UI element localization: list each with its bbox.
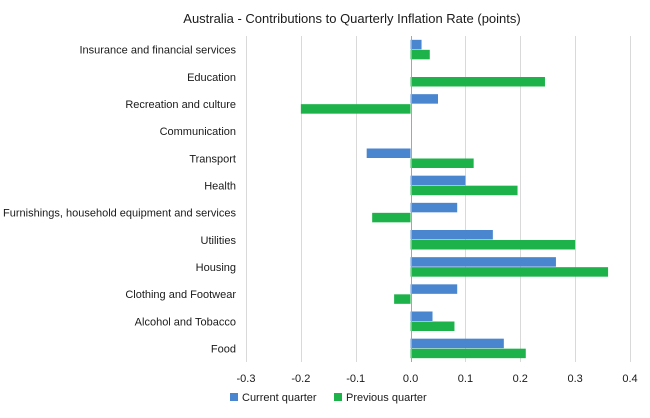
bar-previous-9 (394, 294, 411, 304)
category-label-3: Communication (160, 126, 236, 138)
category-label-6: Furnishings, household equipment and ser… (3, 208, 236, 220)
chart-title: Australia - Contributions to Quarterly I… (183, 11, 520, 26)
category-label-5: Health (204, 180, 236, 192)
x-tick-label-2: -0.1 (346, 373, 365, 385)
bar-previous-1 (410, 77, 545, 87)
category-label-1: Education (187, 72, 236, 84)
category-label-10: Alcohol and Tobacco (135, 316, 236, 328)
bar-current-8 (410, 257, 556, 267)
bar-previous-10 (410, 321, 455, 331)
bar-current-10 (410, 311, 433, 321)
legend-swatch-0 (230, 393, 238, 401)
x-tick-label-6: 0.3 (567, 373, 582, 385)
category-labels: Insurance and financial services Educatio… (3, 45, 236, 356)
x-tick-labels: -0.3 -0.2 -0.1 0.0 0.1 0.2 0.3 0.4 (237, 373, 638, 385)
bars (300, 39, 609, 359)
bar-previous-6 (372, 212, 411, 223)
x-tick-label-0: -0.3 (237, 373, 256, 385)
bar-previous-2 (300, 104, 411, 114)
bar-previous-7 (410, 240, 576, 250)
bar-current-5 (410, 175, 466, 186)
legend: Current quarter Previous quarter (230, 392, 427, 404)
bar-current-0 (410, 39, 422, 50)
bar-current-11 (410, 338, 504, 349)
bar-current-2 (410, 94, 438, 104)
bar-previous-0 (410, 49, 430, 60)
bar-current-6 (410, 202, 458, 213)
category-label-7: Utilities (201, 235, 237, 247)
legend-label-0: Current quarter (242, 392, 317, 404)
legend-label-1: Previous quarter (346, 392, 427, 404)
x-tick-label-1: -0.2 (291, 373, 310, 385)
x-tick-label-4: 0.1 (458, 373, 473, 385)
bar-current-4 (366, 148, 411, 158)
bar-current-9 (410, 284, 458, 294)
category-label-4: Transport (189, 153, 236, 165)
x-tick-label-7: 0.4 (622, 373, 637, 385)
legend-swatch-1 (334, 393, 342, 401)
category-label-9: Clothing and Footwear (125, 289, 236, 301)
bar-previous-5 (410, 185, 518, 196)
bar-previous-8 (410, 267, 609, 277)
category-label-0: Insurance and financial services (79, 45, 236, 57)
category-label-8: Housing (196, 262, 236, 274)
bar-previous-4 (410, 158, 474, 168)
x-tick-label-5: 0.2 (513, 373, 528, 385)
bar-current-7 (410, 230, 493, 240)
x-tick-label-3: 0.0 (403, 373, 418, 385)
bar-previous-11 (410, 348, 526, 359)
category-label-2: Recreation and culture (125, 99, 236, 111)
category-label-11: Food (211, 343, 236, 355)
